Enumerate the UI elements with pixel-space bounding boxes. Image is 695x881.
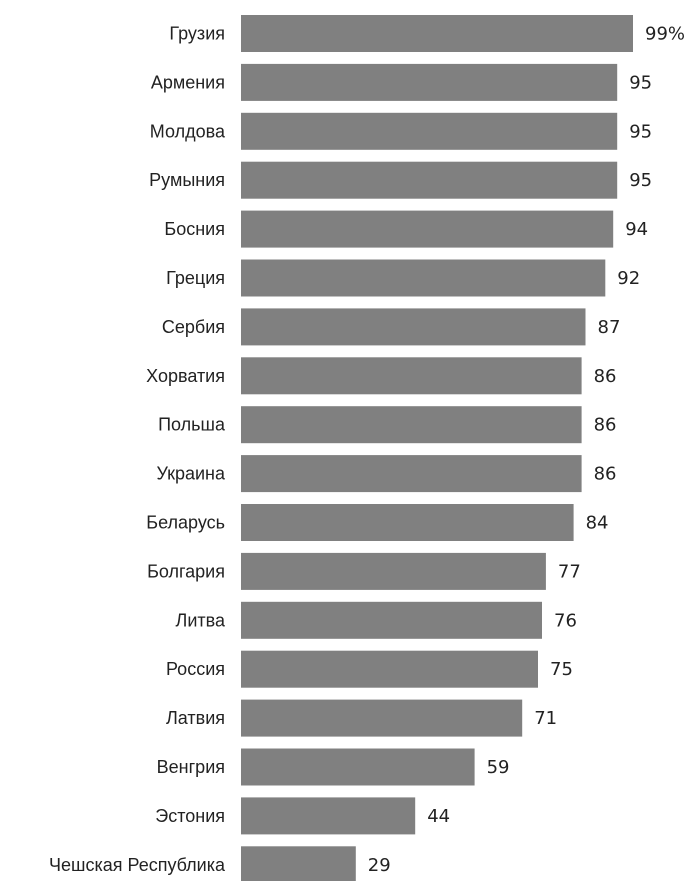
category-label: Литва <box>176 610 226 630</box>
value-label: 95 <box>629 121 652 142</box>
category-label: Румыния <box>149 170 225 190</box>
value-labels: 99% 95 95 95 94 92 87 86 86 86 84 77 76 75 71 59 44 29 <box>368 24 685 876</box>
bar <box>241 15 633 52</box>
bar <box>241 406 582 444</box>
category-label: Россия <box>166 659 225 679</box>
value-label: 95 <box>629 170 652 191</box>
category-label: Беларусь <box>146 513 225 533</box>
value-label: 29 <box>368 855 391 876</box>
value-label: 86 <box>594 464 617 485</box>
category-labels: Грузия Армения Молдова Румыния Босния Греция С… <box>49 24 226 875</box>
category-label: Чешская Республика <box>49 855 226 875</box>
category-label: Армения <box>151 72 225 92</box>
category-label: Болгария <box>147 561 225 581</box>
value-label: 86 <box>594 415 617 436</box>
bar <box>241 650 538 688</box>
bar <box>241 63 618 101</box>
category-label: Латвия <box>166 708 225 728</box>
bar <box>241 455 582 493</box>
value-label: 59 <box>487 757 510 778</box>
bar <box>241 112 618 150</box>
bar <box>241 308 586 346</box>
category-label: Польша <box>158 415 226 435</box>
value-label: 75 <box>550 659 573 680</box>
bar <box>241 504 574 541</box>
bars-layer <box>241 15 633 881</box>
value-label: 87 <box>598 317 621 338</box>
category-label: Хорватия <box>146 366 225 386</box>
bar <box>241 210 614 248</box>
bar <box>241 846 356 881</box>
bar <box>241 259 606 297</box>
bar <box>241 552 546 590</box>
bar <box>241 601 542 639</box>
bar <box>241 699 523 737</box>
category-label: Греция <box>166 268 225 288</box>
value-label: 77 <box>558 561 581 582</box>
category-label: Молдова <box>150 121 226 141</box>
value-label: 99% <box>645 24 685 45</box>
category-label: Венгрия <box>157 757 225 777</box>
value-label: 92 <box>617 268 640 289</box>
bar <box>241 357 582 395</box>
bar <box>241 797 416 835</box>
value-label: 95 <box>629 72 652 93</box>
value-label: 94 <box>625 219 648 240</box>
category-label: Сербия <box>162 317 225 337</box>
category-label: Босния <box>164 219 225 239</box>
bar <box>241 161 618 199</box>
category-label: Украина <box>156 464 226 484</box>
category-label: Грузия <box>169 24 225 44</box>
value-label: 84 <box>586 513 609 534</box>
bar <box>241 748 475 786</box>
value-label: 71 <box>534 708 557 729</box>
value-label: 86 <box>594 366 617 387</box>
value-label: 76 <box>554 610 577 631</box>
value-label: 44 <box>427 806 450 827</box>
category-label: Эстония <box>155 806 225 826</box>
